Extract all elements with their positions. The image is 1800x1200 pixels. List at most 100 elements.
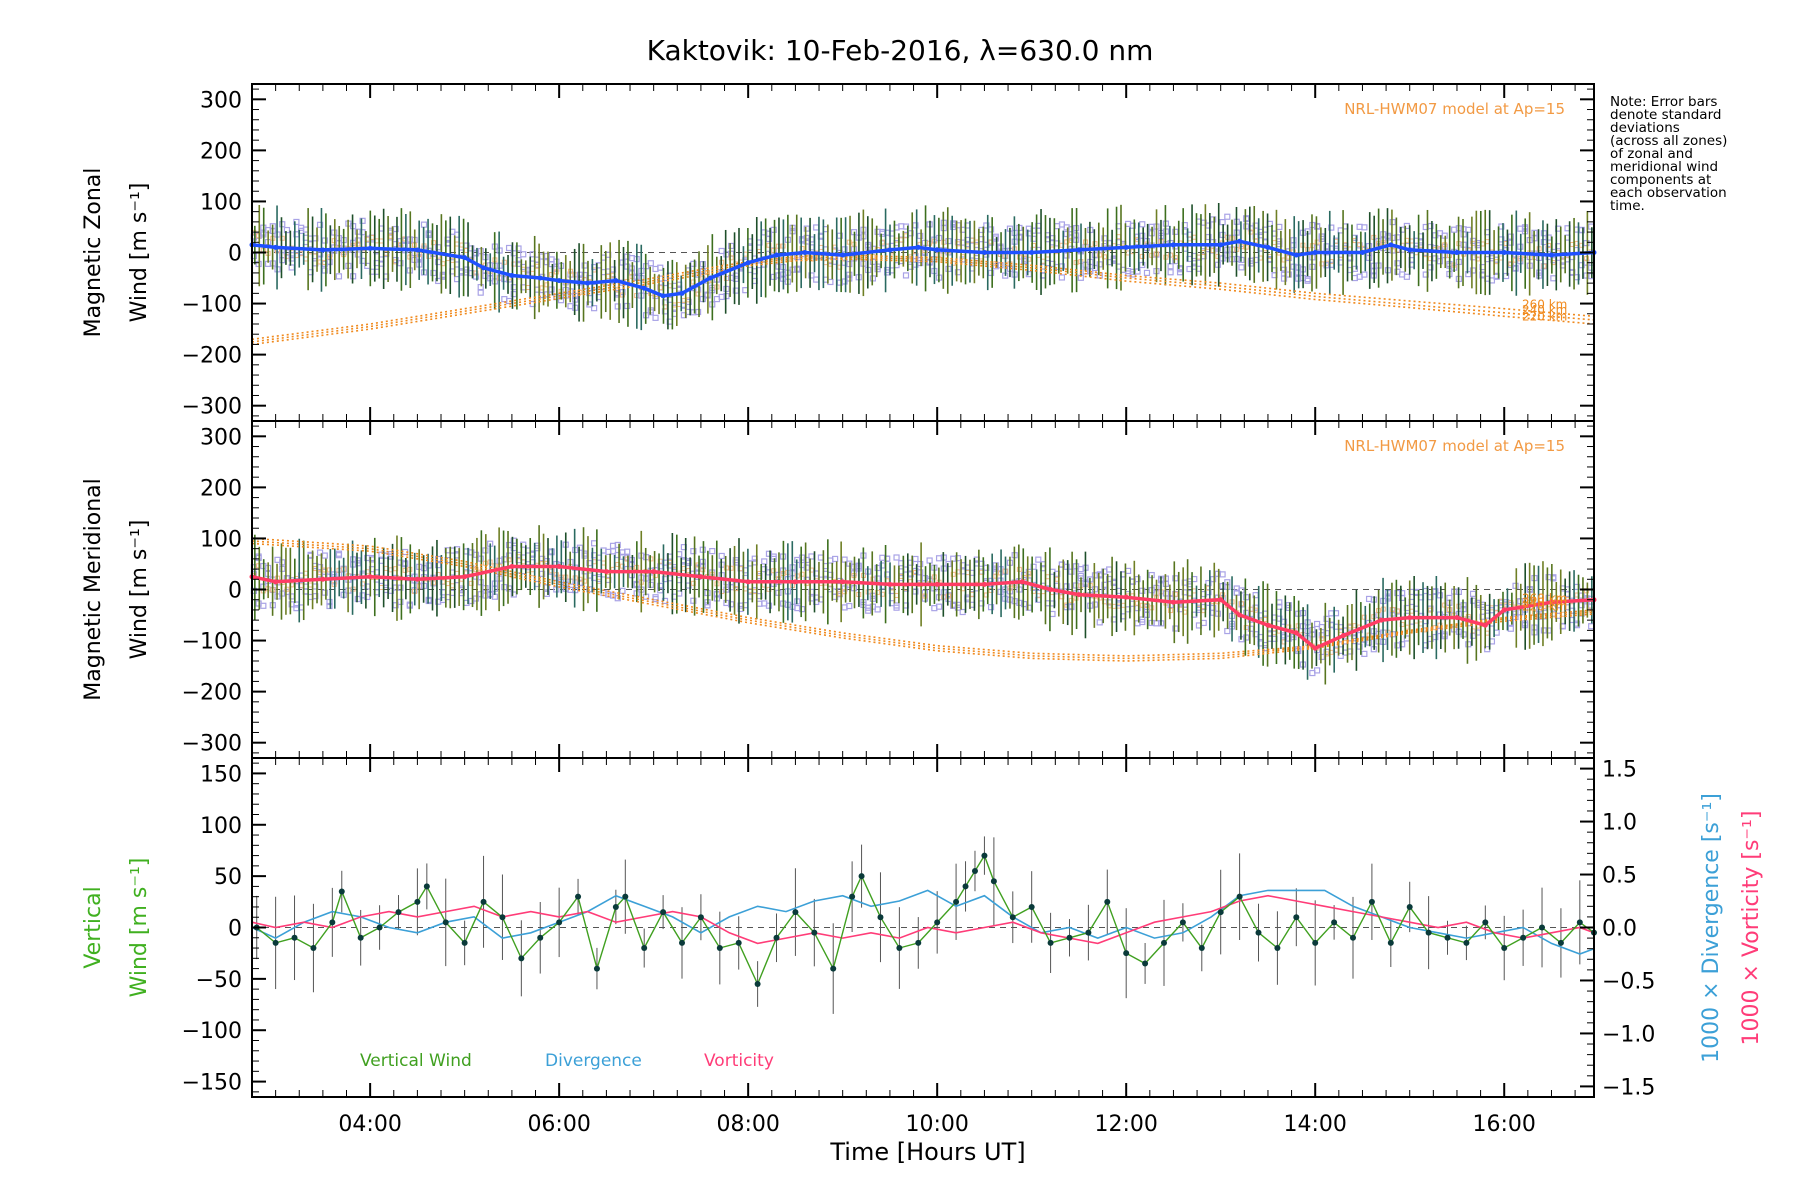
- scatter-point-light: [988, 587, 994, 593]
- scatter-point-light: [1026, 256, 1032, 262]
- vertical-wind-point: [1179, 919, 1186, 926]
- scatter-point: [1469, 267, 1477, 274]
- scatter-point: [477, 289, 484, 296]
- vertical-wind-point: [338, 888, 345, 895]
- scatter-point-light: [577, 576, 583, 582]
- scatter-point: [1361, 650, 1368, 657]
- vertical-wind-point: [641, 945, 648, 952]
- scatter-point: [1025, 271, 1032, 278]
- scatter-point-light: [549, 568, 555, 574]
- scatter-point: [326, 602, 333, 610]
- legend-divergence: Divergence: [545, 1051, 642, 1071]
- scatter-point: [1313, 667, 1321, 674]
- mean-point: [1123, 244, 1129, 250]
- scatter-point: [765, 602, 773, 609]
- scatter-point: [326, 251, 333, 258]
- vertical-wind-point: [1444, 934, 1451, 941]
- scatter-point: [841, 556, 848, 563]
- vertical-wind-point: [990, 878, 997, 885]
- scatter-point: [1243, 594, 1250, 601]
- scatter-point: [1205, 579, 1212, 587]
- y-tick-label: −100: [182, 1019, 242, 1044]
- scatter-point: [1432, 588, 1439, 595]
- scatter-point-light: [355, 241, 361, 247]
- scatter-point: [472, 595, 480, 602]
- scatter-point: [770, 226, 777, 233]
- scatter-point: [515, 245, 522, 252]
- scatter-point: [917, 256, 924, 264]
- scatter-point: [1030, 563, 1037, 570]
- x-tick-label: 06:00: [527, 1112, 590, 1137]
- vertical-wind-point: [272, 939, 279, 946]
- mean-point: [1501, 250, 1507, 255]
- scatter-point-light: [804, 254, 810, 260]
- mean-point: [1548, 599, 1554, 605]
- vertical-wind-point: [934, 919, 941, 926]
- scatter-point: [1465, 226, 1472, 233]
- scatter-point-light: [397, 242, 403, 248]
- scatter-point: [543, 590, 550, 597]
- mean-point: [1548, 252, 1554, 258]
- x-tick-label: 04:00: [338, 1112, 401, 1137]
- mean-point: [802, 250, 808, 255]
- scatter-point: [510, 591, 517, 598]
- scatter-point: [321, 552, 328, 559]
- scatter-point: [917, 569, 924, 576]
- y-tick-label: 200: [200, 139, 242, 164]
- mean-point: [1407, 615, 1413, 621]
- x-tick-label: 10:00: [905, 1112, 968, 1137]
- scatter-point: [874, 575, 881, 582]
- mean-point: [1359, 250, 1365, 255]
- legend-vorticity: Vorticity: [704, 1051, 774, 1071]
- right-tick-label: 0.0: [1602, 917, 1637, 942]
- scatter-point: [505, 297, 513, 305]
- scatter-point: [614, 541, 621, 549]
- mean-point: [1265, 622, 1271, 628]
- scatter-point: [354, 237, 361, 244]
- scatter-point: [1219, 571, 1226, 578]
- vertical-wind-point: [1274, 945, 1281, 952]
- y-tick-label: −150: [182, 1071, 242, 1096]
- scatter-point: [1465, 271, 1472, 278]
- vertical-wind-point: [1066, 934, 1073, 941]
- vertical-wind-point: [423, 883, 430, 890]
- scatter-point: [420, 221, 428, 228]
- vertical-wind-point: [1009, 914, 1016, 921]
- vertical-wind-point: [1406, 903, 1413, 910]
- mean-point: [1076, 247, 1082, 253]
- mean-point: [1378, 617, 1384, 623]
- vertical-wind-point: [1217, 909, 1224, 916]
- mean-point: [509, 272, 515, 278]
- mean-point: [537, 275, 543, 281]
- altitude-label: 240 km: [1522, 595, 1567, 609]
- vertical-wind-point: [1293, 914, 1300, 921]
- scatter-point: [765, 230, 773, 237]
- mean-point: [1237, 612, 1243, 618]
- mean-point: [840, 579, 846, 585]
- vertical-wind-point: [849, 893, 856, 900]
- scatter-point: [841, 246, 848, 253]
- scatter-point-light: [695, 291, 701, 297]
- vertical-wind-point: [962, 883, 969, 890]
- vertical-wind-point: [575, 893, 582, 900]
- vertical-wind-point: [981, 852, 988, 859]
- mean-line: [251, 239, 1595, 298]
- vertical-error-bars: [256, 836, 1595, 1014]
- mean-point: [707, 275, 713, 281]
- scatter-point: [364, 593, 371, 601]
- scatter-point: [832, 555, 839, 563]
- mean-point: [934, 581, 940, 587]
- scatter-point: [1139, 618, 1146, 626]
- right-axis-label-divergence: 1000 × Divergence [s⁻¹]: [1699, 793, 1724, 1063]
- scatter-point-light: [1394, 608, 1400, 614]
- scatter-point: [1507, 233, 1514, 240]
- y-tick-label: 200: [200, 476, 242, 501]
- mean-point: [1029, 250, 1035, 255]
- scatter-point: [926, 557, 933, 564]
- vertical-wind-point: [754, 981, 761, 987]
- vertical-wind-point: [1236, 893, 1243, 900]
- scatter-point: [1172, 625, 1179, 632]
- scatter-point: [694, 308, 702, 316]
- scatter-point: [1588, 623, 1595, 630]
